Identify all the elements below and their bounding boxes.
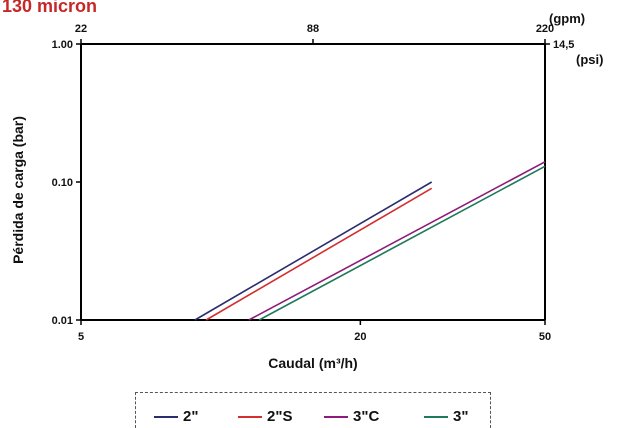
y-axis-title: Pérdida de carga (bar) <box>10 116 26 264</box>
chart-title: 130 micron <box>2 0 98 16</box>
legend-item: 2"S <box>238 408 292 425</box>
x-axis-title: Caudal (m³/h) <box>268 355 357 371</box>
x-tick-label: 5 <box>78 331 84 343</box>
series-line-2 <box>248 161 546 321</box>
series-line-3 <box>258 165 546 321</box>
series-line-1 <box>205 187 433 321</box>
legend: 2" 2"S 3"C 3" <box>135 392 491 428</box>
x-tick-label: 20 <box>354 331 366 343</box>
right-tick-label: 14,5 <box>553 39 574 51</box>
legend-item: 2" <box>154 408 198 425</box>
legend-swatch <box>324 415 348 418</box>
top-axis-unit: (gpm) <box>549 11 585 26</box>
legend-swatch <box>154 415 178 418</box>
legend-label: 3"C <box>353 408 380 425</box>
legend-label: 3" <box>453 408 469 425</box>
legend-label: 2" <box>183 408 199 425</box>
legend-item: 3" <box>424 408 468 425</box>
top-tick-label: 88 <box>307 23 319 35</box>
y-tick-label: 0.01 <box>52 315 73 327</box>
legend-swatch <box>424 415 448 418</box>
right-axis-unit: (psi) <box>576 52 603 67</box>
series-line-0 <box>194 181 433 321</box>
top-tick-label: 220 <box>536 23 554 35</box>
legend-swatch <box>238 415 262 418</box>
top-tick-label: 22 <box>75 23 87 35</box>
legend-label: 2"S <box>267 408 293 425</box>
y-tick-label: 1.00 <box>52 39 73 51</box>
x-tick-label: 50 <box>539 331 551 343</box>
legend-item: 3"C <box>324 408 379 425</box>
y-tick-label: 0.10 <box>52 177 73 189</box>
